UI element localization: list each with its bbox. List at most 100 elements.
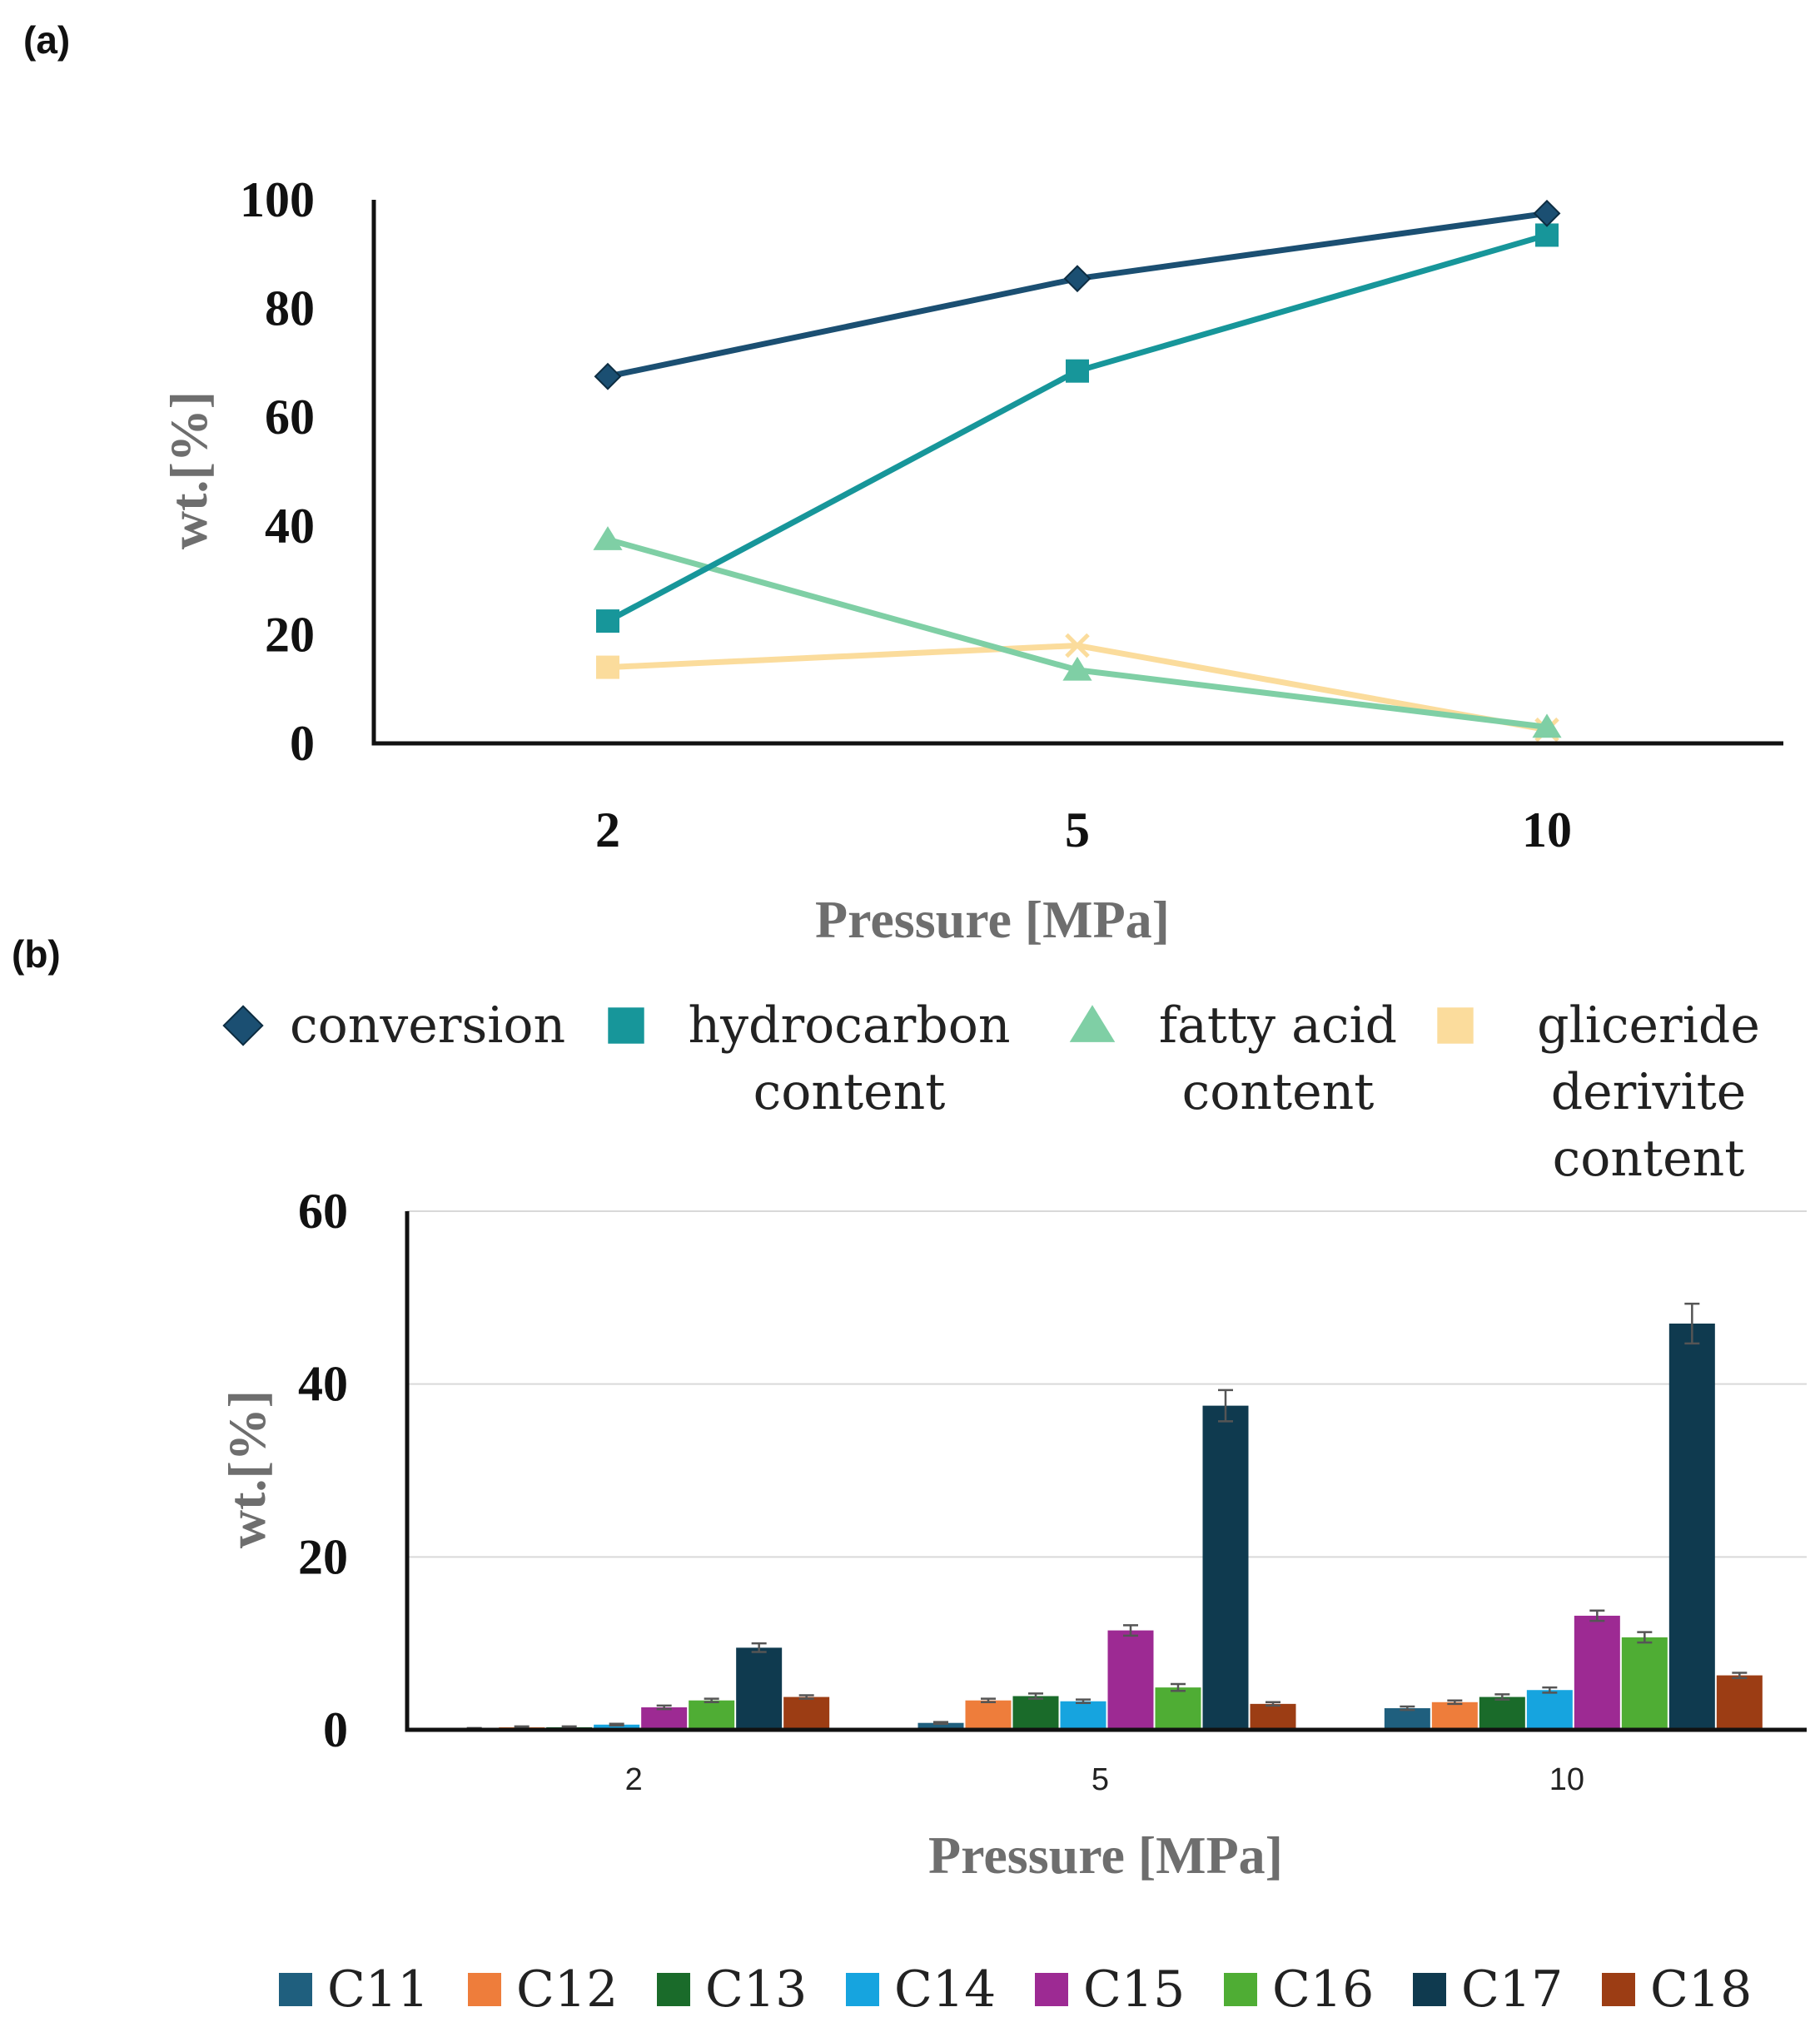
point-fatty-acid-content-5: [1062, 656, 1092, 681]
y-tick-0: 0: [290, 716, 315, 771]
legend-label-hydrocarbon-content-0: hydrocarbon: [689, 996, 1011, 1055]
point-gliceride-derivite-content-2: [596, 655, 619, 679]
x-tick-5: 5: [1092, 1762, 1109, 1797]
legend-swatch-c16: [1224, 1973, 1257, 2006]
y-tick-20: 20: [298, 1529, 348, 1584]
bar-c14-2: [594, 1724, 640, 1730]
legend-item-c15: C15: [1035, 1960, 1185, 2019]
point-gliceride-derivite-content-5: [1065, 633, 1090, 658]
panel-a-legend: conversion hydrocarbon content fatty acid co…: [222, 996, 1760, 1188]
point-conversion-2: [594, 362, 622, 390]
y-tick-60: 60: [265, 390, 315, 445]
bar-c17-10: [1668, 1323, 1715, 1730]
legend-label-gliceride-derivite-content-2: content: [1553, 1130, 1745, 1188]
error-bar-c14-5: [1076, 1698, 1091, 1705]
legend-item-gliceride-derivite-content: gliceride derivite content: [1437, 996, 1760, 1188]
bar-group-2: [451, 1642, 830, 1731]
legend-item-c11: C11: [279, 1960, 429, 2019]
y-tick-20: 20: [265, 607, 315, 662]
line-fatty-acid-content: [607, 536, 1548, 730]
series-gliceride-derivite-content: [596, 633, 1559, 743]
bar-c11-10: [1384, 1708, 1430, 1730]
error-bar-c13-10: [1494, 1693, 1510, 1701]
error-bar-c18-2: [798, 1694, 814, 1700]
bar-c18-10: [1716, 1675, 1763, 1730]
y-tick-40: 40: [265, 499, 315, 554]
bar-c16-10: [1621, 1637, 1668, 1730]
legend-item-fatty-acid-content: fatty acid content: [1069, 996, 1397, 1121]
legend-label-fatty-acid-content-0: fatty acid: [1159, 996, 1397, 1055]
panel-b-bars: [451, 1302, 1763, 1731]
error-bar-c15-10: [1589, 1609, 1605, 1622]
legend-label-c16: C16: [1272, 1960, 1374, 2019]
x-tick-2: 2: [595, 802, 620, 857]
legend-item-conversion: conversion: [222, 996, 565, 1055]
error-bar-c18-5: [1266, 1701, 1280, 1707]
point-conversion-10: [1533, 199, 1561, 227]
bar-c15-5: [1107, 1630, 1154, 1730]
legend-label-c15: C15: [1083, 1960, 1185, 2019]
error-bar-c12-5: [981, 1697, 996, 1704]
bar-group-10: [1384, 1302, 1763, 1730]
y-tick-40: 40: [298, 1357, 348, 1412]
legend-swatch-c13: [657, 1973, 690, 2006]
panel-a-series: [593, 199, 1562, 743]
x-tick-10: 10: [1522, 802, 1572, 857]
y-tick-60: 60: [298, 1184, 348, 1239]
legend-label-c18: C18: [1650, 1960, 1752, 2019]
x-tick-2: 2: [625, 1762, 643, 1797]
legend-label-c14: C14: [894, 1960, 996, 2019]
bar-c18-5: [1250, 1703, 1296, 1730]
legend-item-c14: C14: [846, 1960, 996, 2019]
bar-c13-10: [1479, 1697, 1525, 1730]
error-bar-c15-5: [1123, 1624, 1138, 1637]
x-tick-5: 5: [1065, 802, 1090, 857]
legend-label-c17: C17: [1461, 1960, 1563, 2019]
bar-c17-2: [736, 1647, 783, 1730]
bar-c15-2: [641, 1707, 688, 1730]
legend-label-gliceride-derivite-content-0: gliceride: [1537, 996, 1760, 1055]
legend-swatch-fatty-acid-content: [1069, 1005, 1116, 1042]
legend-label-fatty-acid-content-1: content: [1182, 1063, 1375, 1121]
bar-c14-5: [1060, 1701, 1106, 1730]
point-fatty-acid-content-2: [593, 526, 623, 550]
panel-b-axes: [405, 1211, 1807, 1732]
bar-c16-5: [1155, 1687, 1201, 1730]
bar-c12-10: [1431, 1702, 1478, 1730]
panel-a: (a) 0 20 40 60 80 100 2 5 10 wt.[%] Pressure [M…: [23, 18, 1783, 1188]
legend-swatch-hydrocarbon-content: [608, 1007, 644, 1044]
point-conversion-5: [1063, 265, 1092, 293]
error-bar-c14-2: [609, 1722, 624, 1727]
bar-c14-10: [1526, 1690, 1573, 1730]
error-bar-c17-2: [751, 1642, 767, 1653]
legend-item-c18: C18: [1602, 1960, 1752, 2019]
panel-b-label: (b): [12, 932, 61, 976]
y-tick-100: 100: [240, 172, 315, 227]
bar-c12-5: [965, 1700, 1012, 1730]
point-hydrocarbon-content-5: [1066, 359, 1089, 383]
y-tick-0: 0: [323, 1702, 348, 1757]
error-bar-c17-10: [1684, 1302, 1700, 1345]
legend-item-c17: C17: [1413, 1960, 1563, 2019]
panel-b-x-ticks: 2 5 10: [625, 1762, 1584, 1797]
legend-item-hydrocarbon-content: hydrocarbon content: [608, 996, 1010, 1121]
error-bar-c16-2: [704, 1697, 719, 1704]
bar-c13-5: [1012, 1696, 1059, 1730]
panel-b-x-title: Pressure [MPa]: [928, 1826, 1283, 1885]
bar-c16-2: [689, 1700, 735, 1730]
panel-b: (b) 0 20 40 60 2 5 10 wt.[%] Pressure [MPa] C…: [12, 932, 1807, 2019]
legend-swatch-c18: [1602, 1973, 1635, 2006]
panel-b-gridlines: [407, 1210, 1807, 1558]
panel-a-x-ticks: 2 5 10: [595, 802, 1572, 857]
legend-swatch-c17: [1413, 1973, 1446, 2006]
legend-swatch-c14: [846, 1973, 879, 2006]
bar-c17-5: [1202, 1405, 1249, 1730]
panel-b-y-title: wt.[%]: [217, 1390, 276, 1548]
bar-c15-10: [1574, 1615, 1620, 1730]
panel-b-legend: C11 C12 C13 C14 C15 C16 C17 C18: [279, 1960, 1752, 2019]
series-hydrocarbon-content: [596, 223, 1559, 633]
point-fatty-acid-content-10: [1532, 713, 1562, 738]
panel-a-axes: [371, 200, 1783, 746]
legend-swatch-c15: [1035, 1973, 1068, 2006]
error-bar-c16-10: [1637, 1631, 1653, 1644]
